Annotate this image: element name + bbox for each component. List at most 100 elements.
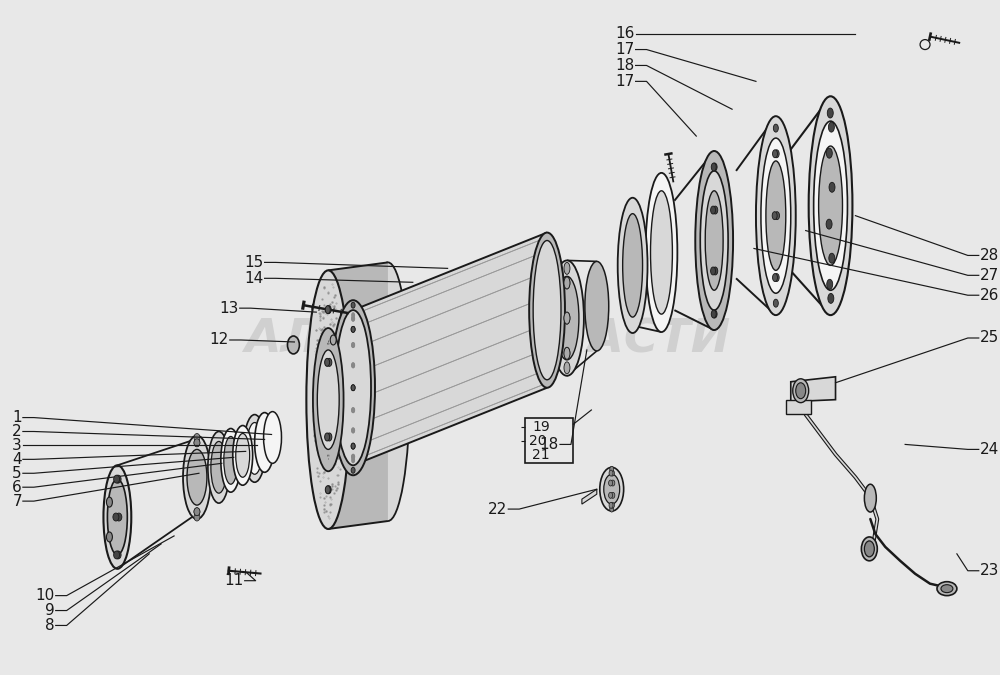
Ellipse shape <box>194 493 200 501</box>
Text: 18: 18 <box>540 437 559 452</box>
Text: 25: 25 <box>980 331 999 346</box>
Text: 23: 23 <box>980 563 999 578</box>
Ellipse shape <box>609 480 613 486</box>
Ellipse shape <box>610 506 614 512</box>
Ellipse shape <box>187 450 207 505</box>
Ellipse shape <box>809 97 852 315</box>
Text: 24: 24 <box>980 442 999 457</box>
Ellipse shape <box>194 473 200 481</box>
Ellipse shape <box>194 513 200 521</box>
Ellipse shape <box>313 328 344 471</box>
Ellipse shape <box>326 306 331 314</box>
Ellipse shape <box>773 273 777 281</box>
Ellipse shape <box>233 425 253 485</box>
FancyBboxPatch shape <box>525 418 573 463</box>
Ellipse shape <box>564 277 570 289</box>
Ellipse shape <box>114 551 120 559</box>
Ellipse shape <box>610 466 614 472</box>
Ellipse shape <box>618 198 648 333</box>
Ellipse shape <box>711 310 716 318</box>
Ellipse shape <box>700 171 728 310</box>
Ellipse shape <box>351 342 355 348</box>
Ellipse shape <box>937 582 957 595</box>
Ellipse shape <box>351 326 355 332</box>
Ellipse shape <box>766 161 786 271</box>
Ellipse shape <box>550 261 584 376</box>
Text: 7: 7 <box>12 493 22 509</box>
Text: 2: 2 <box>12 424 22 439</box>
Ellipse shape <box>829 253 835 263</box>
Ellipse shape <box>695 151 733 330</box>
Text: 28: 28 <box>980 248 999 263</box>
Ellipse shape <box>713 267 718 275</box>
Ellipse shape <box>351 467 355 473</box>
Ellipse shape <box>604 475 620 504</box>
Text: 3: 3 <box>12 438 22 453</box>
Text: 6: 6 <box>12 480 22 495</box>
Ellipse shape <box>327 433 332 441</box>
Ellipse shape <box>564 277 570 289</box>
Ellipse shape <box>106 532 112 542</box>
Ellipse shape <box>711 163 716 171</box>
Ellipse shape <box>247 423 263 475</box>
Ellipse shape <box>325 486 330 493</box>
Ellipse shape <box>194 473 200 481</box>
Ellipse shape <box>712 310 717 318</box>
Ellipse shape <box>335 310 371 465</box>
Ellipse shape <box>611 492 615 498</box>
Text: 14: 14 <box>244 271 264 286</box>
Text: 4: 4 <box>12 452 22 467</box>
Ellipse shape <box>224 437 238 484</box>
Ellipse shape <box>103 465 131 569</box>
Ellipse shape <box>773 299 778 307</box>
Ellipse shape <box>351 454 355 460</box>
Ellipse shape <box>533 240 561 380</box>
Ellipse shape <box>827 279 833 290</box>
Ellipse shape <box>244 414 266 482</box>
Ellipse shape <box>221 429 241 492</box>
Text: 19: 19 <box>532 420 550 433</box>
Ellipse shape <box>555 276 579 360</box>
Ellipse shape <box>651 191 672 314</box>
Ellipse shape <box>194 433 200 441</box>
Ellipse shape <box>351 326 355 332</box>
Ellipse shape <box>610 470 614 476</box>
Ellipse shape <box>351 316 355 322</box>
Text: 20: 20 <box>529 435 547 448</box>
Ellipse shape <box>236 433 250 477</box>
Ellipse shape <box>864 484 876 512</box>
Ellipse shape <box>351 385 355 391</box>
Ellipse shape <box>183 435 211 519</box>
Ellipse shape <box>564 348 570 359</box>
Text: 17: 17 <box>615 42 635 57</box>
Ellipse shape <box>774 273 779 281</box>
Ellipse shape <box>351 385 355 391</box>
Ellipse shape <box>828 122 834 132</box>
Ellipse shape <box>113 513 119 521</box>
Text: АЛЬФАЗАПЧАСТИ: АЛЬФАЗАПЧАСТИ <box>244 317 731 362</box>
Text: 27: 27 <box>980 268 999 283</box>
Ellipse shape <box>351 312 355 318</box>
Ellipse shape <box>264 412 281 463</box>
Ellipse shape <box>773 124 778 132</box>
Ellipse shape <box>331 300 375 475</box>
Text: 22: 22 <box>488 502 507 516</box>
Ellipse shape <box>115 475 121 483</box>
Ellipse shape <box>623 214 643 317</box>
Ellipse shape <box>287 336 299 354</box>
Ellipse shape <box>611 480 615 486</box>
Ellipse shape <box>325 358 330 367</box>
Ellipse shape <box>208 431 230 503</box>
Ellipse shape <box>330 335 336 345</box>
Ellipse shape <box>351 327 355 332</box>
Text: 9: 9 <box>45 603 55 618</box>
Ellipse shape <box>194 439 200 447</box>
Ellipse shape <box>826 148 832 158</box>
Ellipse shape <box>194 454 200 461</box>
Ellipse shape <box>351 327 355 332</box>
Text: 16: 16 <box>615 26 635 41</box>
Ellipse shape <box>317 350 339 450</box>
Ellipse shape <box>609 502 613 508</box>
Ellipse shape <box>351 443 355 450</box>
Polygon shape <box>353 233 547 465</box>
